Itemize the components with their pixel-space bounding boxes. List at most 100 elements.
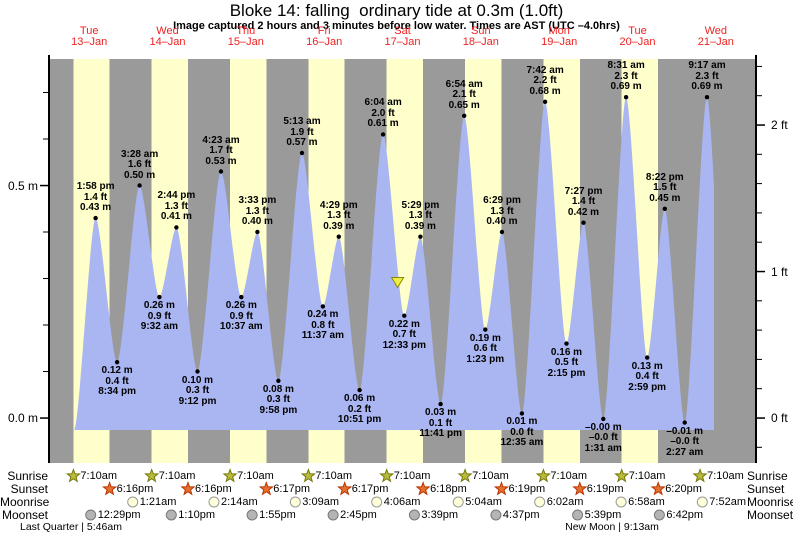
tide-label-line: 0.3 ft: [185, 385, 210, 396]
tide-label-line: 0.01 m: [506, 416, 538, 428]
day-date: 16–Jan: [306, 36, 343, 48]
tide-extreme-dot: [239, 294, 244, 300]
sunrise-time: 7:10am: [628, 470, 666, 482]
tide-label-line: 1.6 ft: [127, 159, 152, 170]
sunrise-time: 7:10am: [550, 470, 588, 482]
high-tide-label: 5:13 am 1.9 ft 0.57 m: [260, 116, 344, 149]
tide-label-line: 1:58 pm: [76, 181, 115, 193]
tide-label-line: 1.3 ft: [408, 210, 433, 222]
left-axis-major-tick: [40, 417, 48, 419]
tide-label-line: 0.45 m: [649, 192, 681, 204]
sunrise-time: 7:10am: [80, 470, 118, 482]
tide-label-line: 6:54 am: [445, 78, 483, 90]
day-weekday: Tue: [79, 25, 99, 37]
tide-label-line: 10:37 am: [219, 321, 263, 333]
page-subtitle: Image captured 2 hours and 3 minutes bef…: [173, 20, 620, 32]
tide-extreme-dot: [623, 95, 629, 100]
tide-label-line: –0.0 ft: [588, 432, 618, 444]
moonset-row-label-right: Moonset: [747, 508, 793, 522]
low-tide-label: 0.26 m 0.9 ft 10:37 am: [199, 301, 283, 333]
tide-label-line: 4:23 am: [202, 134, 240, 146]
moonrise-time: 4:06am: [383, 496, 421, 508]
moonset-time: 6:42pm: [666, 509, 704, 521]
tide-label-line: 1.3 ft: [245, 205, 270, 217]
high-tide-label: 2:44 pm 1.3 ft 0.41 m: [134, 191, 218, 223]
high-tide-label: 7:42 am 2.2 ft 0.68 m: [503, 65, 587, 98]
sunrise-icon: [300, 468, 316, 483]
tide-label-line: 0.03 m: [425, 407, 457, 419]
moonrise-row-label-right: Moonrise: [747, 495, 793, 509]
day-weekday: Mon: [548, 25, 570, 37]
moonrise-icon: [289, 496, 301, 508]
low-tide-label: 0.26 m 0.9 ft 9:32 am: [117, 301, 201, 333]
day-weekday: Wed: [704, 25, 727, 37]
moonset-time: 4:37pm: [502, 509, 540, 521]
low-tide-label: 0.12 m 0.4 ft 8:34 pm: [75, 366, 159, 398]
high-tide-label: 5:29 pm 1.3 ft 0.39 m: [378, 200, 462, 233]
moonset-icon: [572, 509, 584, 521]
day-label: Mon 19–Jan: [520, 26, 598, 48]
sunset-time: 6:16pm: [195, 483, 232, 495]
high-tide-label: 8:31 am 2.3 ft 0.69 m: [584, 61, 668, 93]
moonrise-icon: [452, 496, 464, 508]
moonrise-time: 3:09am: [302, 496, 339, 508]
sunrise-icon: [379, 468, 395, 483]
tide-label-line: 0.6 ft: [473, 343, 497, 355]
moonset-icon: [490, 509, 502, 521]
tide-label-line: 10:51 pm: [337, 414, 382, 426]
moonset-time: 1:10pm: [178, 509, 215, 521]
tide-label-line: 0.61 m: [367, 118, 399, 130]
tide-label-line: 6:04 am: [364, 97, 402, 109]
tide-label-line: 0.12 m: [101, 365, 133, 377]
tide-label-line: 9:17 am: [688, 60, 726, 72]
sunset-icon: [258, 481, 274, 496]
tide-label-line: 1.3 ft: [490, 205, 514, 217]
sunrise-row-label-left: Sunrise: [7, 469, 48, 483]
tide-extreme-dot: [581, 220, 586, 225]
day-label: Tue 13–Jan: [50, 26, 128, 48]
tide-extreme-dot: [682, 420, 687, 425]
right-axis-minor-tick: [757, 212, 762, 214]
tide-label-line: 1.3 ft: [164, 200, 189, 212]
right-axis-minor-tick: [757, 446, 762, 448]
tide-area: [74, 97, 714, 430]
moonrise-time: 7:52am: [709, 496, 746, 508]
day-weekday: Thu: [236, 25, 256, 37]
left-axis-minor-tick: [43, 324, 48, 326]
moonrise-time: 1:21am: [139, 496, 177, 508]
tide-extreme-dot: [542, 99, 548, 105]
sunset-icon: [493, 481, 509, 496]
left-axis-minor-tick: [43, 278, 48, 279]
low-tide-label: –0.00 m –0.0 ft 1:31 am: [561, 421, 645, 455]
low-tide-label: 0.16 m 0.5 ft 2:15 pm: [525, 347, 609, 380]
moonset-icon: [327, 509, 339, 521]
low-tide-label: –0.01 m –0.0 ft 2:27 am: [643, 426, 727, 459]
tide-label-line: 8:22 pm: [645, 171, 684, 183]
moonrise-icon: [208, 496, 220, 508]
moonset-time: 12:29pm: [97, 509, 141, 521]
high-tide-label: 8:22 pm 1.5 ft 0.45 m: [623, 171, 707, 205]
right-axis-major-tick: [757, 270, 765, 273]
moonrise-icon: [371, 496, 383, 508]
right-axis-label: 2 ft: [771, 118, 788, 132]
sunset-icon: [180, 481, 196, 496]
moonrise-time: 5:04am: [465, 496, 502, 508]
high-tide-label: 6:04 am 2.0 ft 0.61 m: [341, 98, 425, 130]
moon-phase-new-moon: New Moon | 9:13am: [565, 521, 659, 533]
right-axis-major-tick: [757, 124, 765, 126]
sunset-time: 6:18pm: [430, 483, 467, 495]
low-tide-label: 0.10 m 0.3 ft 9:12 pm: [156, 375, 240, 408]
high-tide-label: 9:17 am 2.3 ft 0.69 m: [665, 61, 749, 93]
sunset-time: 6:16pm: [116, 483, 154, 495]
tide-label-line: 0.39 m: [404, 220, 436, 232]
high-tide-label: 1:58 pm 1.4 ft 0.43 m: [54, 182, 138, 214]
sunset-row-label-left: Sunset: [10, 482, 48, 496]
tide-label-line: 1.5 ft: [653, 182, 677, 194]
right-axis-minor-tick: [757, 358, 762, 360]
tide-label-line: 0.1 ft: [428, 417, 453, 429]
sunrise-time: 7:10am: [393, 470, 431, 482]
tide-extreme-dot: [601, 416, 606, 422]
tide-label-line: –0.00 m: [584, 421, 622, 433]
tide-label-line: 0.0 ft: [510, 426, 534, 438]
moonset-time: 5:39pm: [584, 509, 622, 521]
